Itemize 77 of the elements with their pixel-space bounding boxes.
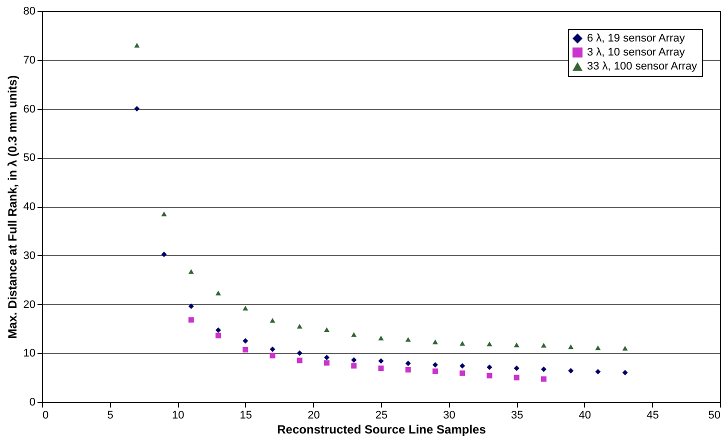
x-tick-label: 0 (42, 410, 49, 422)
legend-label: 6 λ, 19 sensor Array (587, 32, 686, 44)
point (514, 374, 520, 380)
x-tick-label: 5 (107, 410, 114, 422)
point (324, 360, 330, 366)
point (378, 336, 384, 340)
point (540, 366, 546, 372)
y-tick-label: 10 (23, 348, 36, 360)
y-tick-label: 20 (23, 298, 36, 311)
y-axis-title: Max. Distance at Full Rank, in λ (0.3 mm units) (5, 75, 20, 339)
x-tick-label: 40 (578, 410, 592, 422)
point (296, 358, 302, 364)
point (460, 363, 466, 369)
x-axis-title: Reconstructed Source Line Samples (277, 422, 486, 436)
point (514, 342, 520, 348)
point (460, 340, 466, 346)
point (405, 337, 411, 342)
point (568, 368, 574, 374)
x-tick-label: 50 (708, 410, 720, 422)
point (622, 370, 628, 376)
point (134, 106, 140, 112)
point (460, 370, 466, 376)
point (540, 376, 546, 382)
y-tick-label: 50 (23, 152, 36, 164)
point (188, 269, 194, 274)
legend-label: 33 λ, 100 sensor Array (587, 60, 698, 72)
point (216, 327, 222, 333)
point (216, 332, 222, 338)
point (296, 324, 302, 329)
x-tick-label: 15 (240, 410, 252, 422)
x-tick-label: 35 (510, 410, 524, 422)
x-tick-label: 20 (308, 410, 320, 422)
point (378, 358, 384, 364)
x-tick-label: 30 (443, 410, 456, 422)
point (188, 317, 194, 323)
point (324, 327, 330, 332)
point (405, 360, 411, 366)
point (486, 372, 492, 378)
point (242, 338, 248, 344)
point (595, 368, 601, 374)
point (540, 342, 546, 348)
point (595, 345, 601, 350)
point (351, 357, 357, 363)
y-tick-label: 70 (23, 54, 36, 66)
point (432, 362, 438, 368)
y-tick-label: 30 (23, 250, 36, 262)
point (405, 367, 411, 372)
point (514, 366, 520, 372)
x-tick-label: 10 (172, 410, 184, 422)
x-tick-label: 25 (375, 410, 388, 422)
y-tick-label: 60 (23, 103, 36, 116)
point (378, 366, 384, 372)
point (188, 303, 194, 309)
point (432, 368, 438, 374)
y-tick-label: 80 (23, 6, 36, 18)
point (161, 252, 167, 258)
point (161, 211, 167, 216)
point (270, 352, 276, 358)
point (432, 340, 438, 344)
point (296, 350, 302, 356)
y-tick-label: 40 (23, 201, 36, 213)
point (134, 42, 140, 48)
point (242, 346, 248, 352)
point (351, 332, 357, 337)
x-tick-label: 45 (646, 410, 659, 422)
point (568, 344, 574, 350)
point (324, 354, 330, 360)
y-tick-label: 0 (29, 396, 36, 408)
point (351, 363, 357, 369)
point (622, 346, 628, 351)
legend-label: 3 λ, 10 sensor Array (587, 46, 686, 58)
point (242, 306, 248, 311)
point (486, 364, 492, 370)
point (216, 290, 222, 296)
point (486, 341, 492, 346)
point (270, 346, 276, 352)
point (270, 318, 276, 323)
